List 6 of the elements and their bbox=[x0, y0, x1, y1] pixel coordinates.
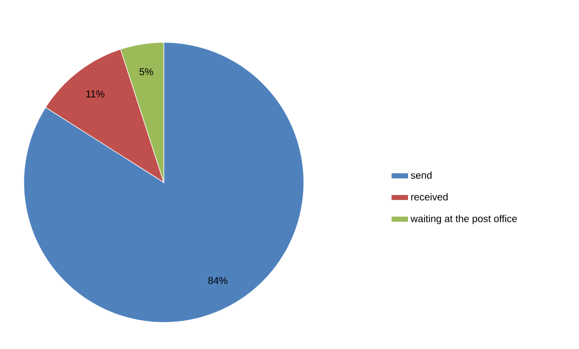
legend-label: waiting at the post office bbox=[410, 214, 517, 224]
legend-label: send bbox=[410, 171, 432, 179]
legend-label: received bbox=[411, 193, 448, 200]
data-label: 84% bbox=[208, 277, 228, 284]
data-label: 11% bbox=[86, 90, 104, 98]
data-label: 5% bbox=[140, 68, 154, 76]
